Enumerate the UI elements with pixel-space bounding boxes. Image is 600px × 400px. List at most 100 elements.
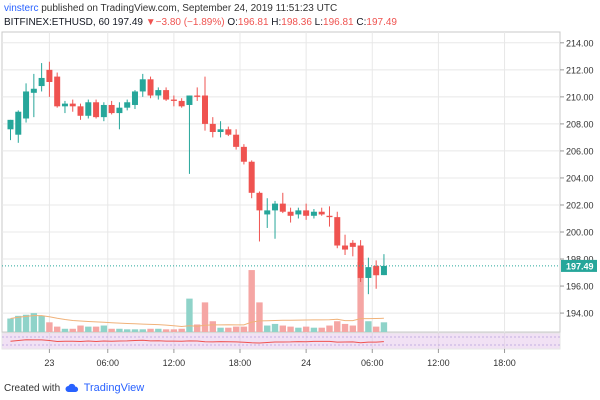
candle-body <box>264 210 271 215</box>
volume-bar <box>162 329 170 332</box>
published-text: published on TradingView.com, September … <box>41 3 338 14</box>
open-label: O: <box>227 17 238 28</box>
candle-body <box>116 107 123 114</box>
volume-bar <box>310 327 318 332</box>
volume-bar <box>131 329 139 332</box>
y-tick-label: 214.00 <box>566 38 594 48</box>
y-tick-label: 196.00 <box>566 282 594 292</box>
volume-bar <box>108 328 115 332</box>
candle-body <box>365 267 372 278</box>
volume-bar <box>178 328 185 332</box>
y-tick-label: 198.00 <box>566 255 594 265</box>
volume-bar <box>147 328 154 332</box>
volume-bar <box>232 326 240 332</box>
volume-bar <box>92 326 100 332</box>
candle-body <box>326 215 333 218</box>
candle-body <box>38 77 45 87</box>
candle-body <box>209 123 216 132</box>
candle-body <box>77 106 84 116</box>
candle-body <box>279 203 286 212</box>
candle-body <box>30 88 37 93</box>
footer: Created with TradingView <box>4 382 144 394</box>
close-value: 197.49 <box>366 17 397 28</box>
candle-body <box>217 129 224 132</box>
volume-bar <box>302 326 310 332</box>
volume-bars <box>7 262 388 332</box>
x-tick-label: 12:00 <box>163 358 186 368</box>
last-price-label: 197.49 <box>566 261 594 271</box>
symbol-legend: BITFINEX:ETHUSD, 60 197.49 ▼−3.80 (−1.89… <box>4 17 397 29</box>
candle-body <box>54 76 61 107</box>
volume-bar <box>248 270 255 332</box>
candle-body <box>373 265 380 276</box>
y-tick-label: 200.00 <box>566 228 594 238</box>
candle-body <box>380 265 387 276</box>
candle-body <box>155 90 162 96</box>
candle-body <box>170 99 177 101</box>
volume-bar <box>116 328 123 332</box>
tradingview-brand[interactable]: TradingView <box>83 382 145 394</box>
volume-bar <box>124 329 131 332</box>
volume-bar <box>357 262 364 332</box>
candle-body <box>233 134 240 147</box>
candle-body <box>256 192 263 211</box>
candle-body <box>186 95 193 105</box>
candle-body <box>318 211 325 215</box>
candle-body <box>178 100 185 107</box>
candle-body <box>147 79 154 96</box>
candle-body <box>85 102 92 116</box>
volume-bar <box>100 325 108 332</box>
volume-bar <box>256 302 263 332</box>
volume-bar <box>22 314 30 332</box>
candle-body <box>310 211 317 216</box>
candle-body <box>303 210 310 216</box>
candle-body <box>248 161 255 193</box>
publish-info: vinsterc published on TradingView.com, S… <box>4 3 337 15</box>
close-label: C: <box>356 17 367 28</box>
volume-bar <box>380 322 388 332</box>
candle-body <box>194 95 201 97</box>
volume-bar <box>225 327 232 332</box>
candle-body <box>100 104 107 118</box>
candle-body <box>349 242 356 247</box>
created-with-text: Created with <box>4 383 61 394</box>
candle-body <box>163 90 170 100</box>
candle-body <box>69 103 76 107</box>
volume-bar <box>38 315 45 332</box>
volume-bar <box>295 327 302 332</box>
volume-bar <box>53 326 61 332</box>
candle-body <box>7 119 14 130</box>
volume-bar <box>194 324 201 332</box>
candle-body <box>93 102 100 118</box>
candle-body <box>334 217 341 246</box>
candle-body <box>46 69 53 82</box>
candle-body <box>131 91 138 105</box>
candlesticks <box>7 61 387 295</box>
low-value: 196.81 <box>323 17 354 28</box>
candle-body <box>23 91 30 119</box>
volume-bar <box>7 318 14 332</box>
volume-bar <box>326 325 333 332</box>
volume-bar <box>155 328 162 332</box>
volume-bar <box>217 327 224 332</box>
x-tick-label: 06:00 <box>96 358 119 368</box>
volume-bar <box>201 302 209 332</box>
candle-body <box>202 95 208 124</box>
username-link[interactable]: vinsterc <box>4 3 39 14</box>
symbol-name: BITFINEX:ETHUSD, 60 <box>4 17 110 28</box>
volume-bar <box>264 325 271 332</box>
high-value: 198.36 <box>281 17 312 28</box>
change-down-icon: ▼ <box>145 17 156 28</box>
volume-bar <box>15 315 22 332</box>
x-tick-label: 24 <box>301 358 311 368</box>
y-tick-label: 208.00 <box>566 119 594 129</box>
tradingview-cloud-icon <box>65 384 79 393</box>
oscillator-band <box>1 332 561 350</box>
high-label: H: <box>271 17 282 28</box>
candle-body <box>225 129 232 135</box>
volume-bar <box>365 321 372 332</box>
candle-body <box>124 102 131 108</box>
y-tick-label: 194.00 <box>566 309 594 319</box>
last-price-tag <box>561 259 597 272</box>
